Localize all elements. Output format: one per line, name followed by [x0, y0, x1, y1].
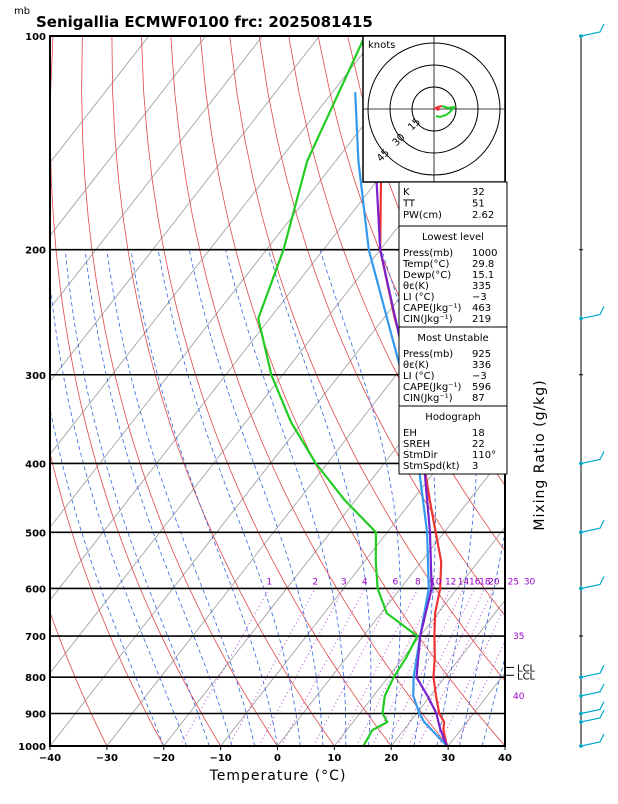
- y-axis-title: Mixing Ratio (g/kg): [532, 379, 548, 530]
- dry-adiabat: [583, 36, 618, 746]
- index-value: 51: [472, 199, 485, 210]
- mixing-ratio-label: 20: [488, 577, 500, 587]
- mixing-ratio-label: 6: [392, 577, 398, 587]
- lowest-level-value: 15.1: [472, 270, 494, 281]
- pressure-tick-label: 900: [25, 710, 46, 721]
- hodograph-units: knots: [368, 40, 395, 51]
- index-name: PW(cm): [403, 210, 442, 221]
- x-axis-title: Temperature (°C): [209, 768, 347, 784]
- mixing-ratio-label: 1: [266, 577, 272, 587]
- pressure-tick-label: 800: [25, 673, 46, 684]
- wind-barb: [581, 576, 604, 588]
- chart-title: Senigallia ECMWF0100 frc: 2025081415: [36, 13, 373, 31]
- x-tick-label: −30: [96, 753, 118, 764]
- lowest-level-value: −3: [472, 292, 487, 303]
- pressure-tick-label: 1000: [18, 742, 46, 753]
- hodograph-indices-value: 3: [472, 461, 478, 472]
- hodograph-indices-title: Hodograph: [425, 412, 480, 423]
- hodograph-indices-value: 110°: [472, 450, 496, 461]
- wind-barb: [581, 520, 604, 532]
- most-unstable-name: Press(mb): [403, 349, 453, 360]
- lowest-level-name: Dewp(°C): [403, 270, 451, 281]
- wind-barb: [581, 710, 604, 722]
- dry-adiabat: [554, 36, 618, 746]
- lowest-level-name: Temp(°C): [402, 259, 450, 270]
- storm-motion-marker: [436, 107, 440, 111]
- most-unstable-value: −3: [472, 371, 487, 382]
- lowest-level-value: 335: [472, 281, 491, 292]
- wind-barb: [581, 451, 604, 463]
- most-unstable-name: θε(K): [403, 360, 429, 371]
- most-unstable-name: LI (°C): [403, 371, 435, 382]
- mixing-ratio-label: 12: [445, 577, 456, 587]
- wind-barb: [581, 684, 604, 696]
- index-name: K: [403, 187, 410, 198]
- pressure-tick-label: 100: [25, 32, 46, 43]
- lowest-level-value: 1000: [472, 248, 497, 259]
- mixing-ratio-label: 3: [341, 577, 347, 587]
- hodograph-indices-value: 22: [472, 439, 485, 450]
- mixing-ratio-label: 40: [513, 692, 525, 702]
- lowest-level-name: θε(K): [403, 281, 429, 292]
- x-tick-label: −10: [209, 753, 231, 764]
- mixing-ratio-label: 35: [513, 632, 524, 642]
- hodograph-indices-name: EH: [403, 428, 417, 439]
- lowest-level-value: 463: [472, 303, 491, 314]
- pressure-tick-label: 500: [25, 528, 46, 539]
- index-name: TT: [402, 199, 416, 210]
- mixing-ratio-label: 8: [415, 577, 421, 587]
- pressure-tick-label: 300: [25, 371, 46, 382]
- wind-barb-column: [579, 24, 604, 748]
- most-unstable-value: 596: [472, 382, 491, 393]
- x-tick-label: 20: [384, 753, 398, 764]
- most-unstable-value: 925: [472, 349, 491, 360]
- x-tick-label: 0: [274, 753, 281, 764]
- hodograph-indices-name: SREH: [403, 439, 430, 450]
- lowest-level-value: 29.8: [472, 259, 494, 270]
- hodograph-indices-name: StmSpd(kt): [403, 461, 460, 472]
- dry-adiabat: [613, 36, 618, 746]
- most-unstable-value: 336: [472, 360, 491, 371]
- x-tick-label: 10: [327, 753, 341, 764]
- wind-barb: [581, 734, 604, 746]
- x-tick-label: −20: [153, 753, 175, 764]
- indices-table: K 32 TT 51 PW(cm) 2.62 Lowest level Press(mb) 10…: [399, 182, 507, 474]
- most-unstable-name: CIN(Jkg⁻¹): [403, 393, 453, 404]
- index-value: 32: [472, 187, 485, 198]
- wind-barb: [581, 702, 604, 714]
- most-unstable-value: 87: [472, 393, 485, 404]
- pressure-unit-label: mb: [14, 6, 30, 17]
- wind-barb: [581, 665, 604, 677]
- wind-barb: [581, 24, 604, 36]
- pressure-tick-label: 600: [25, 584, 46, 595]
- lowest-level-name: CAPE(Jkg⁻¹): [403, 303, 461, 314]
- lcl-label: LCL: [517, 671, 536, 682]
- lowest-level-title: Lowest level: [422, 232, 484, 243]
- lowest-level-value: 219: [472, 314, 491, 325]
- mixing-ratio-label: 10: [430, 577, 442, 587]
- x-tick-label: 30: [441, 753, 455, 764]
- hodograph-indices-name: StmDir: [403, 450, 438, 461]
- mixing-ratio-label: 25: [508, 577, 519, 587]
- pressure-tick-label: 200: [25, 246, 46, 257]
- most-unstable-name: CAPE(Jkg⁻¹): [403, 382, 461, 393]
- lowest-level-name: Press(mb): [403, 248, 453, 259]
- index-value: 2.62: [472, 210, 494, 221]
- hodograph-indices-value: 18: [472, 428, 485, 439]
- most-unstable-title: Most Unstable: [417, 333, 488, 344]
- lowest-level-name: CIN(Jkg⁻¹): [403, 314, 453, 325]
- mixing-ratio-label: 2: [312, 577, 318, 587]
- mixing-ratio-label: 14: [458, 577, 470, 587]
- x-tick-label: −40: [39, 753, 61, 764]
- lowest-level-name: LI (°C): [403, 292, 435, 303]
- pressure-tick-label: 700: [25, 632, 46, 643]
- mixing-ratio-label: 4: [362, 577, 368, 587]
- x-tick-label: 40: [498, 753, 512, 764]
- pressure-tick-label: 400: [25, 459, 46, 470]
- mixing-ratio-label: 30: [524, 577, 536, 587]
- wind-barb: [581, 307, 604, 319]
